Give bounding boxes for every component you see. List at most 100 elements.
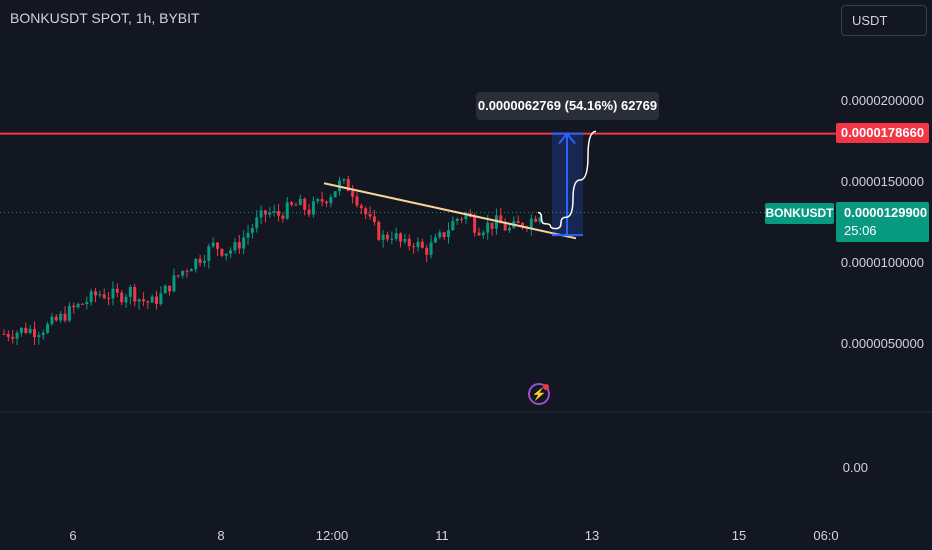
price-label-1: 0.0000200000 [840, 93, 924, 108]
projection-path [537, 130, 597, 230]
candle-body [263, 210, 267, 215]
candle-body [229, 250, 233, 254]
candle-body [76, 303, 80, 308]
candle-body [307, 209, 311, 215]
candle-body [107, 298, 111, 300]
candle-body [207, 246, 211, 261]
candle-body [155, 296, 159, 305]
candle-body [290, 202, 294, 205]
candle-body [303, 198, 307, 210]
measure-tooltip: 0.0000062769 (54.16%) 62769 [476, 92, 659, 120]
candle-body [455, 218, 459, 222]
candle-body [85, 301, 89, 305]
candle-body [473, 217, 477, 233]
candle-body [50, 316, 54, 324]
candle-body [255, 217, 259, 229]
candle-body [381, 234, 385, 240]
candle-body [168, 285, 172, 292]
candle-body [185, 270, 189, 272]
candle-body [137, 299, 141, 302]
candle-body [407, 238, 411, 247]
candle-body [333, 191, 337, 198]
price-label-5: 0.00 [842, 460, 868, 475]
candle-body [159, 293, 163, 305]
candle-body [399, 233, 403, 242]
candle-body [59, 313, 63, 321]
candle-body [216, 242, 220, 249]
candle-body [451, 221, 455, 231]
candle-body [189, 269, 193, 272]
currency-selector[interactable]: USDT [841, 5, 927, 36]
candle-body [503, 223, 507, 231]
bar-countdown: 25:06 [844, 223, 877, 238]
last-price-tag: 0.0000129900 25:06 [836, 202, 929, 242]
candle-body [385, 234, 389, 240]
candle-body [521, 223, 525, 228]
candle-body [507, 227, 511, 231]
candle-body [54, 316, 58, 321]
candle-body [346, 179, 350, 191]
candle-body [416, 241, 420, 248]
candle-body [242, 237, 246, 249]
candle-body [438, 232, 442, 238]
candle-body [72, 305, 76, 308]
time-label-4: 11 [435, 528, 449, 543]
candle-body [359, 205, 363, 209]
time-label-3: 12:00 [315, 528, 349, 543]
candle-body [285, 202, 289, 219]
candle-body [442, 232, 446, 237]
candle-body [233, 242, 237, 251]
candle-body [481, 232, 485, 236]
candle-body [355, 196, 359, 206]
candle-body [194, 258, 198, 270]
candle-body [202, 260, 206, 263]
candle-body [298, 198, 302, 205]
candle-body [115, 288, 119, 293]
trendline [323, 182, 577, 240]
candle-body [294, 204, 298, 206]
candle-body [316, 199, 320, 202]
symbol-tag: BONKUSDT [765, 203, 834, 224]
time-label-6: 15 [731, 528, 747, 543]
candle-body [28, 328, 32, 334]
candle-body [224, 253, 228, 256]
candle-body [41, 332, 45, 336]
candle-body [250, 228, 254, 233]
candle-body [24, 327, 28, 334]
candle-body [268, 212, 272, 215]
candle-body [172, 275, 176, 292]
candle-body [486, 222, 490, 233]
candle-body [377, 222, 381, 240]
time-label-7: 06:0 [813, 528, 839, 543]
candle-body [67, 305, 71, 321]
candle-body [146, 301, 150, 303]
candle-body [19, 327, 23, 333]
candle-body [277, 211, 281, 216]
candle-body [324, 201, 328, 204]
candle-body [98, 294, 102, 296]
candle-body [364, 208, 368, 215]
candle-body [529, 218, 533, 229]
candle-body [394, 233, 398, 239]
candle-body [403, 238, 407, 242]
candle-body [89, 291, 93, 302]
flash-icon[interactable]: ⚡ [528, 383, 550, 405]
measure-arrow-head [558, 131, 576, 145]
candle-body [163, 285, 167, 294]
candle-body [490, 222, 494, 229]
chart-title: BONKUSDT SPOT, 1h, BYBIT [10, 10, 200, 26]
candle-body [211, 242, 215, 247]
candle-body [329, 197, 333, 204]
candle-body [499, 215, 503, 224]
candle-body [133, 286, 137, 302]
candle-body [237, 242, 241, 249]
time-label-2: 8 [217, 528, 225, 543]
candle-body [63, 313, 67, 321]
price-label-3: 0.0000100000 [840, 255, 924, 270]
candle-body [111, 288, 115, 299]
candle-body [37, 335, 41, 338]
resistance-price-tag: 0.0000178660 [836, 123, 929, 143]
candle-body [281, 215, 285, 219]
candle-body [181, 270, 185, 276]
